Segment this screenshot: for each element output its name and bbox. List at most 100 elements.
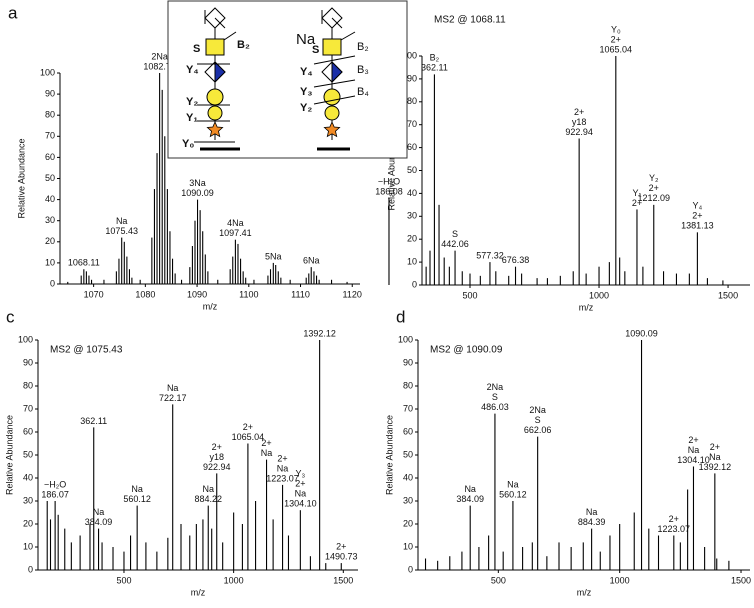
peak-label: 922.94 (203, 462, 231, 472)
y-tick-label: 20 (403, 518, 413, 528)
x-axis-label: m/z (577, 587, 592, 597)
peak-label: 1392.12 (699, 462, 732, 472)
y-tick-label: 80 (45, 110, 55, 120)
peak-note: S (452, 229, 458, 239)
inset-frame (167, 0, 408, 159)
panel-letter: c (6, 307, 15, 326)
y-tick-label: 20 (45, 236, 55, 246)
peak-label: 1097.41 (219, 228, 252, 238)
peak-note: Na (202, 484, 214, 494)
inset-label: Y₂ (186, 96, 198, 108)
inset-label: B₃ (357, 64, 369, 76)
peak-note: 6Na (303, 255, 320, 265)
y-tick-label: 80 (23, 380, 33, 390)
peak-note: 2+ (692, 211, 702, 221)
peak-note: Na (464, 484, 476, 494)
inset-label: S (193, 43, 200, 55)
x-tick-label: 1110 (291, 289, 310, 299)
panel: a Relative Abundance m/z 0 10 20 30 40 50 60 70 80 9… (8, 3, 362, 311)
y-axis-label: Relative Abundance (16, 138, 26, 218)
y-axis-label: Relative Abundance (386, 130, 396, 210)
peak-note: y18 (572, 117, 587, 127)
peak-label: 1068.11 (68, 258, 100, 268)
panel: c MS2 @ 1075.43 Relative Abundance m/z 0 10 20… (4, 307, 358, 597)
peak-note: Na (277, 463, 289, 473)
inset: S B₂ Y₄ Y₂ Y₁ Y₀ Na S B₂ B₃ B₄ Y₄ Y₃ Y₂ (167, 0, 408, 159)
peak-note: 2+ (611, 34, 621, 44)
y-tick-label: 0 (408, 564, 413, 574)
peak-note: S (492, 392, 498, 402)
y-tick-label: 0 (28, 564, 33, 574)
peak-note: 2+ (669, 514, 679, 524)
y-tick-label: 20 (23, 518, 33, 528)
y-tick-label: 30 (403, 495, 413, 505)
y-tick-label: 100 (18, 334, 33, 344)
inset-label: Na (296, 31, 316, 48)
peak-note: Na (688, 445, 700, 455)
y-tick-label: 70 (23, 403, 33, 413)
peak-note: Y₀ (611, 24, 621, 34)
peak-label: 1223.07 (266, 473, 299, 483)
y-tick-label: 90 (403, 357, 413, 367)
y-tick-label: 30 (45, 215, 55, 225)
y-tick-label: 70 (403, 403, 413, 413)
glycan-left (194, 7, 240, 151)
inset-label: B₂ (357, 41, 369, 53)
peak-label: 1392.12 (303, 328, 336, 338)
x-tick-label: 1120 (343, 289, 362, 299)
y-tick-label: 90 (23, 357, 33, 367)
y-tick-label: 100 (40, 67, 55, 77)
peak-label: 1065.04 (232, 432, 265, 442)
peak-note: 2+ (710, 442, 720, 452)
y-tick-label: 40 (403, 472, 413, 482)
peak-note: Na (586, 507, 598, 517)
y-tick-label: 0 (50, 278, 55, 288)
peak-label: 362.11 (80, 416, 107, 426)
y-tick-label: 10 (45, 257, 55, 267)
peak-note: Y₂ (649, 173, 659, 183)
chart-title: MS2 @ 1068.11 (434, 15, 506, 26)
chart-title: MS2 @ 1075.43 (50, 345, 123, 356)
peak-label: 186.07 (41, 489, 69, 499)
x-tick-label: 500 (462, 290, 477, 300)
peak-note: B₂ (430, 53, 440, 63)
x-tick-label: 1000 (224, 575, 244, 585)
x-tick-label: 1080 (135, 289, 155, 299)
y-axis-label: Relative Abundance (4, 415, 14, 495)
peak-note: Na (93, 507, 105, 517)
peak-note: Na (507, 479, 519, 489)
peak-label: 186.08 (375, 186, 403, 196)
x-tick-label: 1000 (589, 290, 609, 300)
x-tick-label: 1000 (610, 575, 630, 585)
peak-note: 2+ (212, 442, 222, 452)
y-tick-label: 30 (23, 495, 33, 505)
peak-note: 2+ (277, 453, 287, 463)
y-tick-label: 90 (407, 73, 417, 83)
peak-label: 1065.04 (600, 44, 633, 54)
peak-label: 1090.09 (181, 188, 214, 198)
inset-label: Y₄ (186, 64, 199, 76)
y-tick-label: 60 (403, 426, 413, 436)
x-tick-label: 500 (116, 575, 131, 585)
peak-label: 884.22 (194, 494, 222, 504)
peak-note: Na (295, 489, 307, 499)
peak-note: 2+ (632, 198, 642, 208)
peak-note: 2+ (688, 435, 698, 445)
peak-label: 384.09 (85, 517, 113, 527)
peak-label: 1075.43 (105, 226, 138, 236)
peak-note: 2Na (151, 51, 168, 61)
peak-label: 884.39 (578, 517, 606, 527)
peak-label: 1304.10 (677, 455, 710, 465)
y-tick-label: 40 (45, 194, 55, 204)
y-tick-label: 100 (402, 50, 417, 60)
peak-label: 722.17 (159, 393, 187, 403)
y-tick-label: 90 (45, 88, 55, 98)
inset-label: Y₀ (182, 138, 194, 150)
peak-note: −H₂O (378, 176, 400, 186)
y-tick-label: 30 (407, 211, 417, 221)
peak-note: Y₃ (296, 469, 306, 479)
panel: d MS2 @ 1090.09 Relative Abundance m/z 0 10 20… (384, 307, 751, 597)
chart-title: MS2 @ 1090.09 (430, 345, 503, 356)
